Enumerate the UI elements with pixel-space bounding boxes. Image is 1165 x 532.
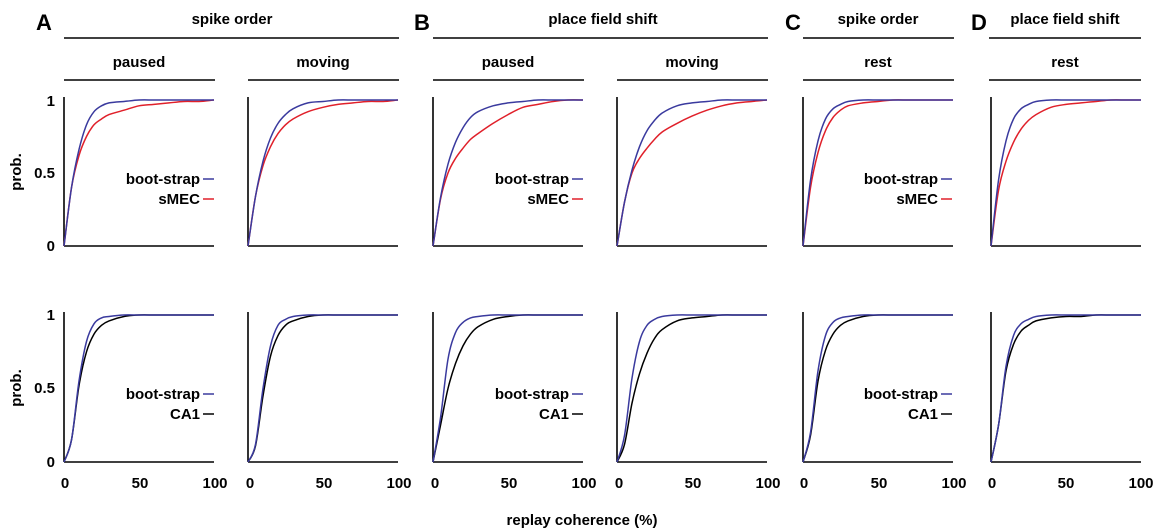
col-header-b-paused: paused — [482, 54, 535, 71]
x-tick-100: 100 — [941, 475, 966, 492]
series-line-ca1 — [616, 314, 767, 463]
series-line-boot-strap — [247, 99, 398, 247]
x-tick-100: 100 — [202, 475, 227, 492]
subplot-d-rest-smec — [990, 97, 1141, 247]
col-header-c-rest: rest — [864, 54, 892, 71]
panel-a-title: spike order — [192, 11, 273, 28]
col-header-a-paused: paused — [113, 54, 166, 71]
col-header-d-rest: rest — [1051, 54, 1079, 71]
series-line-ca1 — [247, 314, 398, 463]
subplot-c-rest-smec — [802, 97, 953, 247]
legend-c-rest-top: boot-strap sMEC — [864, 171, 952, 208]
y-tick-bottom-1: 1 — [47, 307, 55, 324]
legend-label-bootstrap: boot-strap — [864, 171, 938, 188]
subplot-a-paused-ca1 — [63, 312, 214, 463]
legend-a-paused-bottom: boot-strap CA1 — [126, 386, 214, 423]
x-ticks-b-paused: 0 50 100 — [431, 475, 597, 492]
x-ticks-a-paused: 0 50 100 — [61, 475, 228, 492]
x-ticks-b-moving: 0 50 100 — [615, 475, 781, 492]
x-tick-100: 100 — [386, 475, 411, 492]
legend-label-ca1: CA1 — [908, 406, 938, 423]
panel-b-title: place field shift — [548, 11, 657, 28]
series-line-boot-strap — [247, 314, 398, 463]
legend-label-bootstrap: boot-strap — [495, 171, 569, 188]
panel-letter-d: D — [971, 10, 987, 35]
x-tick-50: 50 — [132, 475, 149, 492]
legend-a-paused-top: boot-strap sMEC — [126, 171, 214, 208]
series-line-boot-strap — [802, 314, 953, 463]
legend-label-bootstrap: boot-strap — [495, 386, 569, 403]
series-line-boot-strap — [63, 99, 214, 247]
legend-label-ca1: CA1 — [539, 406, 569, 423]
series-line-smec — [63, 99, 215, 247]
series-line-boot-strap — [616, 314, 767, 463]
x-tick-100: 100 — [755, 475, 780, 492]
subplot-c-rest-ca1 — [802, 312, 953, 463]
y-tick-top-1: 1 — [47, 93, 55, 110]
subplots — [63, 97, 1141, 463]
panel-d-title: place field shift — [1010, 11, 1119, 28]
y-tick-top-0: 0 — [47, 238, 55, 255]
legend-b-paused-bottom: boot-strap CA1 — [495, 386, 583, 423]
y-axis-title-top: prob. — [8, 153, 25, 191]
series-line-boot-strap — [63, 314, 214, 463]
subplot-b-moving-smec — [616, 97, 768, 247]
x-tick-50: 50 — [1058, 475, 1075, 492]
x-tick-50: 50 — [501, 475, 518, 492]
x-tick-0: 0 — [246, 475, 254, 492]
legend-label-smec: sMEC — [527, 191, 569, 208]
series-line-boot-strap — [802, 99, 953, 247]
y-tick-top-0.5: 0.5 — [34, 165, 55, 182]
series-line-boot-strap — [616, 99, 767, 247]
x-tick-0: 0 — [431, 475, 439, 492]
y-tick-bottom-0.5: 0.5 — [34, 380, 55, 397]
series-line-boot-strap — [432, 99, 583, 247]
x-tick-50: 50 — [316, 475, 333, 492]
panel-c-title: spike order — [838, 11, 919, 28]
series-line-boot-strap — [990, 314, 1141, 463]
panel-letter-b: B — [414, 10, 430, 35]
x-tick-50: 50 — [871, 475, 888, 492]
legend-b-paused-top: boot-strap sMEC — [495, 171, 583, 208]
subplot-a-moving-smec — [247, 97, 399, 247]
y-axis-title-bottom: prob. — [8, 369, 25, 407]
legend-c-rest-bottom: boot-strap CA1 — [864, 386, 952, 423]
x-tick-0: 0 — [61, 475, 69, 492]
x-ticks-c-rest: 0 50 100 — [800, 475, 967, 492]
x-tick-0: 0 — [988, 475, 996, 492]
x-tick-100: 100 — [571, 475, 596, 492]
x-ticks-d-rest: 0 50 100 — [988, 475, 1154, 492]
y-tick-bottom-0: 0 — [47, 454, 55, 471]
x-ticks-a-moving: 0 50 100 — [246, 475, 412, 492]
series-line-smec — [616, 99, 768, 247]
series-line-smec — [247, 99, 399, 247]
legend-label-bootstrap: boot-strap — [864, 386, 938, 403]
subplot-b-paused-smec — [432, 97, 584, 247]
series-line-smec — [990, 99, 1141, 247]
subplot-a-moving-ca1 — [247, 312, 398, 463]
legend-label-ca1: CA1 — [170, 406, 200, 423]
series-line-boot-strap — [990, 99, 1141, 247]
subplot-a-paused-smec — [63, 97, 215, 247]
legend-label-smec: sMEC — [158, 191, 200, 208]
subplot-b-paused-ca1 — [432, 312, 583, 463]
subplot-b-moving-ca1 — [616, 312, 767, 463]
x-tick-100: 100 — [1128, 475, 1153, 492]
panel-letter-c: C — [785, 10, 801, 35]
series-line-smec — [432, 99, 584, 247]
legend-label-bootstrap: boot-strap — [126, 386, 200, 403]
col-header-b-moving: moving — [665, 54, 718, 71]
x-tick-0: 0 — [615, 475, 623, 492]
x-axis-title: replay coherence (%) — [507, 512, 658, 529]
series-line-boot-strap — [432, 314, 583, 463]
legend-label-smec: sMEC — [896, 191, 938, 208]
x-tick-50: 50 — [685, 475, 702, 492]
subplot-d-rest-ca1 — [990, 312, 1141, 463]
col-header-a-moving: moving — [296, 54, 349, 71]
panel-letter-a: A — [36, 10, 52, 35]
x-tick-0: 0 — [800, 475, 808, 492]
legend-label-bootstrap: boot-strap — [126, 171, 200, 188]
